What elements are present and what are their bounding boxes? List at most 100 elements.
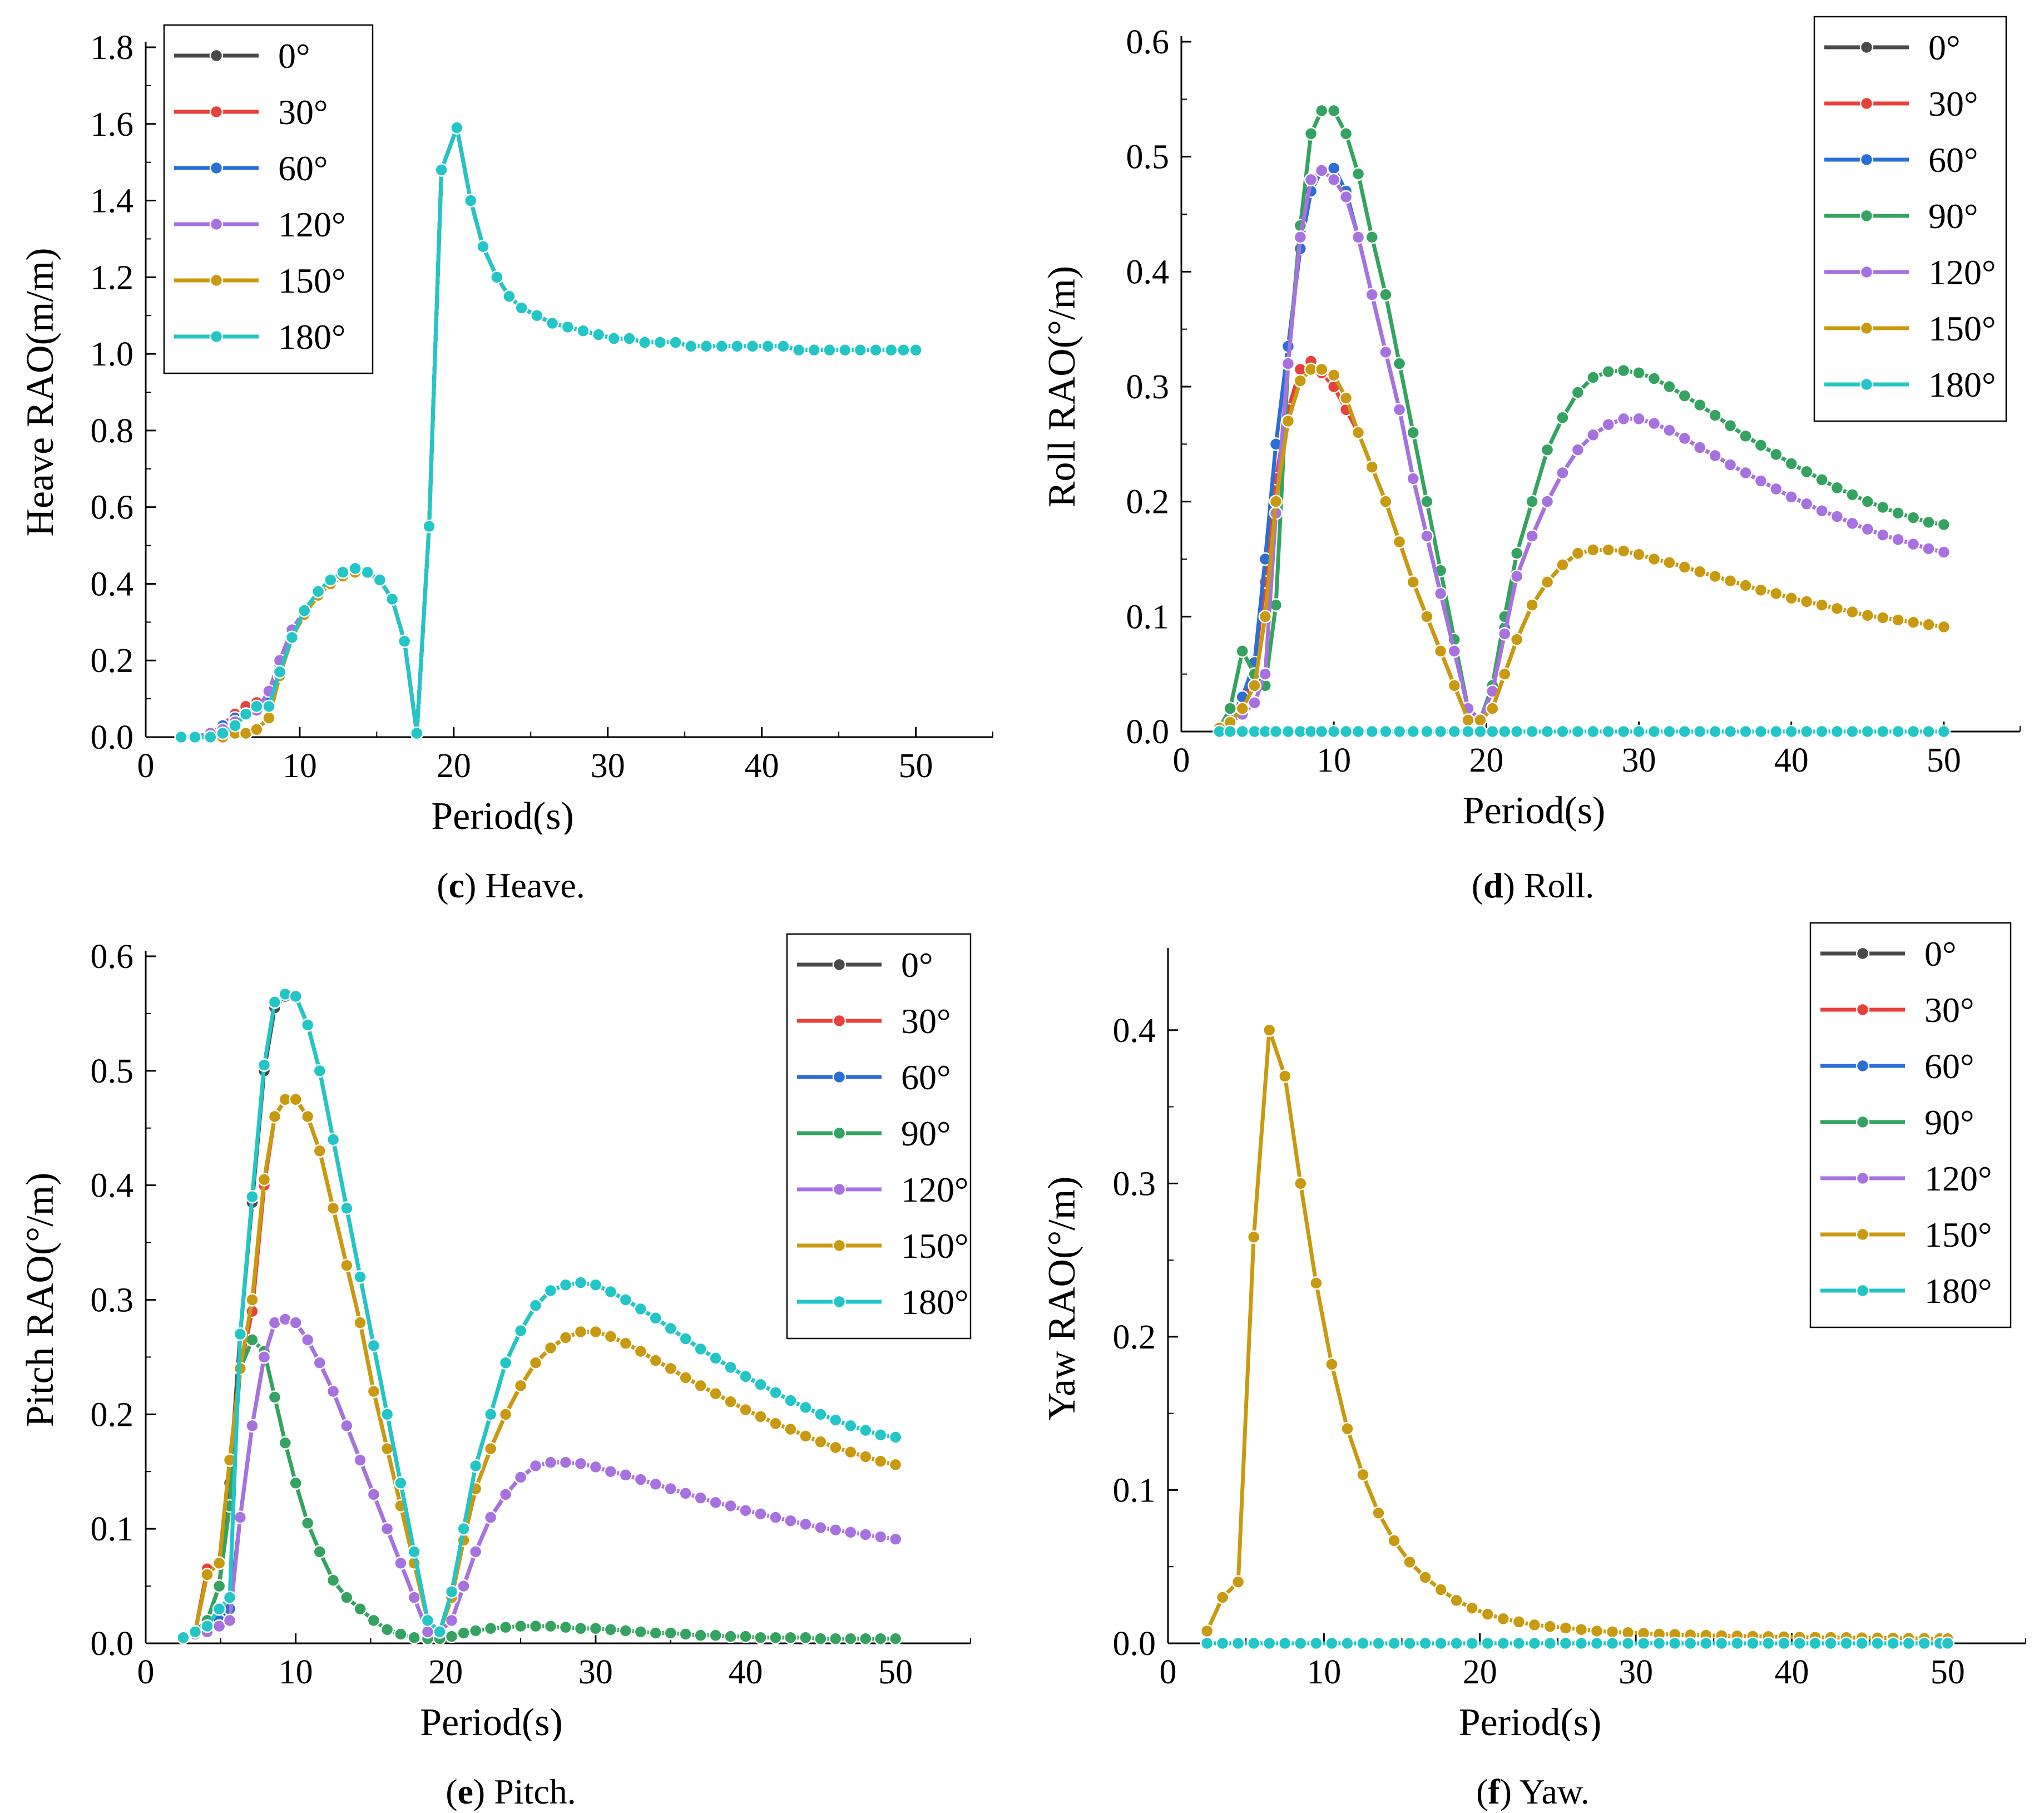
data-point	[823, 343, 837, 357]
data-point	[1662, 423, 1676, 437]
data-point	[1327, 368, 1341, 382]
data-point	[607, 332, 621, 345]
series-180deg	[1200, 1636, 1955, 1651]
data-point	[1246, 1230, 1261, 1244]
y-tick-label: 0.1	[1113, 1471, 1156, 1509]
data-point	[1815, 724, 1829, 739]
data-point	[1269, 724, 1283, 739]
data-point	[1473, 724, 1487, 739]
data-point	[1571, 546, 1585, 560]
data-point	[873, 1632, 888, 1646]
data-point	[1372, 1636, 1385, 1651]
data-point	[1799, 595, 1814, 609]
data-point	[1692, 441, 1707, 455]
data-point	[1543, 1619, 1557, 1633]
legend-entry: 180°	[1824, 365, 1996, 404]
data-point	[1830, 510, 1844, 523]
data-point	[340, 1258, 354, 1272]
data-point	[814, 1435, 828, 1449]
data-point	[1356, 1636, 1370, 1651]
data-point	[739, 1629, 753, 1643]
data-point	[1339, 127, 1353, 141]
y-axis-label: Pitch RAO(°/m)	[19, 1173, 62, 1427]
data-point	[1647, 724, 1661, 739]
legend-label: 150°	[1924, 1215, 1992, 1254]
data-point	[1875, 611, 1890, 625]
data-point	[1793, 1636, 1807, 1651]
data-point	[1754, 724, 1768, 739]
legend-marker	[1855, 1227, 1870, 1242]
data-point	[664, 1481, 677, 1496]
data-point	[888, 1632, 903, 1646]
legend-label: 0°	[901, 945, 933, 985]
legend: 0° 30° 60° 120° 150° 180°	[163, 24, 374, 374]
data-point	[1406, 472, 1421, 486]
data-point	[420, 1613, 435, 1628]
data-point	[679, 1332, 692, 1346]
legend-marker	[832, 1295, 847, 1309]
data-point	[1309, 1276, 1323, 1290]
data-point	[769, 1385, 783, 1400]
data-point	[1662, 379, 1676, 394]
data-point	[664, 1361, 677, 1376]
data-point	[313, 1356, 327, 1370]
legend-entry: 90°	[1824, 196, 1978, 236]
data-point	[262, 699, 276, 714]
data-point	[468, 1545, 483, 1559]
caption-text: Yaw.	[1519, 1772, 1590, 1811]
legend-label: 180°	[1928, 365, 1996, 404]
legend-marker	[209, 105, 224, 119]
y-tick-label: 0.0	[1113, 1625, 1156, 1663]
data-point	[222, 1613, 237, 1628]
legend-marker	[1859, 321, 1874, 335]
data-point	[1769, 482, 1783, 496]
legend-label: 0°	[1924, 934, 1957, 974]
data-point	[1278, 1069, 1292, 1083]
data-point	[1387, 1636, 1401, 1651]
y-tick-label: 0.1	[1126, 598, 1170, 636]
data-point	[769, 1631, 783, 1644]
legend-marker	[1855, 1115, 1870, 1129]
data-point	[754, 1507, 768, 1521]
data-point	[543, 1341, 558, 1355]
data-point	[348, 561, 362, 576]
data-point	[498, 1407, 513, 1421]
yaw-chart: 0 10 20 30 40 50 0.0 0.1 0.2 0.3 0.4 Period(s) Yaw R…	[1041, 922, 2026, 1741]
data-point	[853, 343, 868, 357]
pitch-chart: 0 10 20 30 40 50 0.0 0.1 0.2 0.3 0.4 0.5 0.6 Period(s…	[19, 933, 972, 1741]
data-point	[1830, 481, 1844, 495]
legend-label: 0°	[1928, 28, 1961, 67]
legend-marker	[209, 48, 224, 63]
data-point	[257, 1350, 271, 1364]
data-point	[1246, 1636, 1261, 1651]
data-point	[1447, 644, 1462, 658]
data-point	[1351, 724, 1365, 739]
x-tick-label: 40	[1774, 1653, 1809, 1691]
data-point	[754, 1631, 768, 1644]
data-point	[1262, 1636, 1276, 1651]
data-point	[1461, 724, 1475, 739]
data-point	[591, 328, 606, 342]
data-point	[1525, 598, 1539, 612]
data-point	[558, 1331, 573, 1345]
data-point	[340, 1419, 354, 1433]
legend-marker	[1859, 40, 1874, 55]
data-point	[1754, 583, 1768, 597]
data-point	[353, 1270, 367, 1284]
data-point	[1433, 586, 1448, 601]
data-point	[1379, 345, 1393, 359]
data-point	[1647, 372, 1661, 386]
heave-caption: (c) Heave.	[437, 866, 585, 905]
data-point	[873, 1454, 888, 1468]
data-point	[483, 1441, 498, 1456]
data-point	[1449, 1593, 1463, 1608]
x-tick-label: 10	[283, 747, 317, 785]
data-point	[528, 1298, 543, 1313]
legend-label: 30°	[278, 92, 328, 132]
data-point	[278, 1436, 293, 1450]
legend-marker	[1855, 1059, 1870, 1073]
legend-label: 90°	[901, 1114, 951, 1153]
x-tick-label: 0	[1160, 1653, 1177, 1691]
y-tick-label: 1.4	[91, 182, 134, 220]
y-tick-label: 0.4	[91, 565, 134, 603]
